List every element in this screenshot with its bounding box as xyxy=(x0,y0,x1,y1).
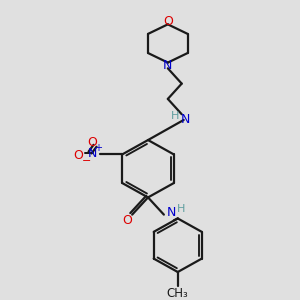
Text: O: O xyxy=(163,15,173,28)
Text: O: O xyxy=(74,149,84,162)
Text: −: − xyxy=(82,156,91,166)
Text: CH₃: CH₃ xyxy=(167,286,189,299)
Text: N: N xyxy=(181,113,190,127)
Text: N: N xyxy=(167,206,176,219)
Text: H: H xyxy=(171,111,180,121)
Text: N: N xyxy=(88,147,97,160)
Text: O: O xyxy=(122,214,132,227)
Text: H: H xyxy=(176,204,185,214)
Text: +: + xyxy=(94,143,103,153)
Text: O: O xyxy=(88,136,98,149)
Text: N: N xyxy=(163,59,172,72)
